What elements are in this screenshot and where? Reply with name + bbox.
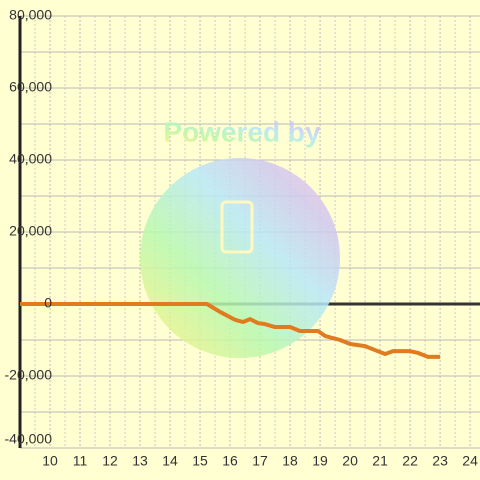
- x-tick-label: 11: [73, 453, 88, 469]
- y-tick-label: -40,000: [5, 431, 53, 447]
- x-tick-label: 17: [252, 453, 268, 469]
- x-tick-label: 16: [222, 453, 238, 469]
- x-tick-label: 15: [192, 453, 208, 469]
- watermark-logo: [140, 158, 340, 358]
- x-tick-label: 24: [462, 453, 478, 469]
- data-line: [20, 302, 441, 359]
- y-tick-label: 20,000: [9, 223, 52, 239]
- x-tick-label: 14: [162, 453, 178, 469]
- y-tick-label: -20,000: [5, 367, 53, 383]
- x-tick-label: 10: [42, 453, 58, 469]
- y-tick-label: 60,000: [9, 79, 52, 95]
- watermark-text: Powered by: [163, 116, 321, 147]
- y-tick-label: 0: [44, 295, 52, 311]
- watermark-icon: [220, 200, 254, 254]
- x-tick-label: 23: [432, 453, 448, 469]
- x-tick-label: 21: [372, 453, 388, 469]
- x-tick-label: 19: [312, 453, 328, 469]
- x-tick-label: 12: [102, 453, 118, 469]
- x-tick-label: 18: [282, 453, 298, 469]
- x-tick-label: 20: [342, 453, 358, 469]
- x-tick-label: 22: [402, 453, 418, 469]
- x-tick-label: 13: [132, 453, 148, 469]
- y-tick-label: 80,000: [9, 7, 52, 23]
- y-tick-label: 40,000: [9, 151, 52, 167]
